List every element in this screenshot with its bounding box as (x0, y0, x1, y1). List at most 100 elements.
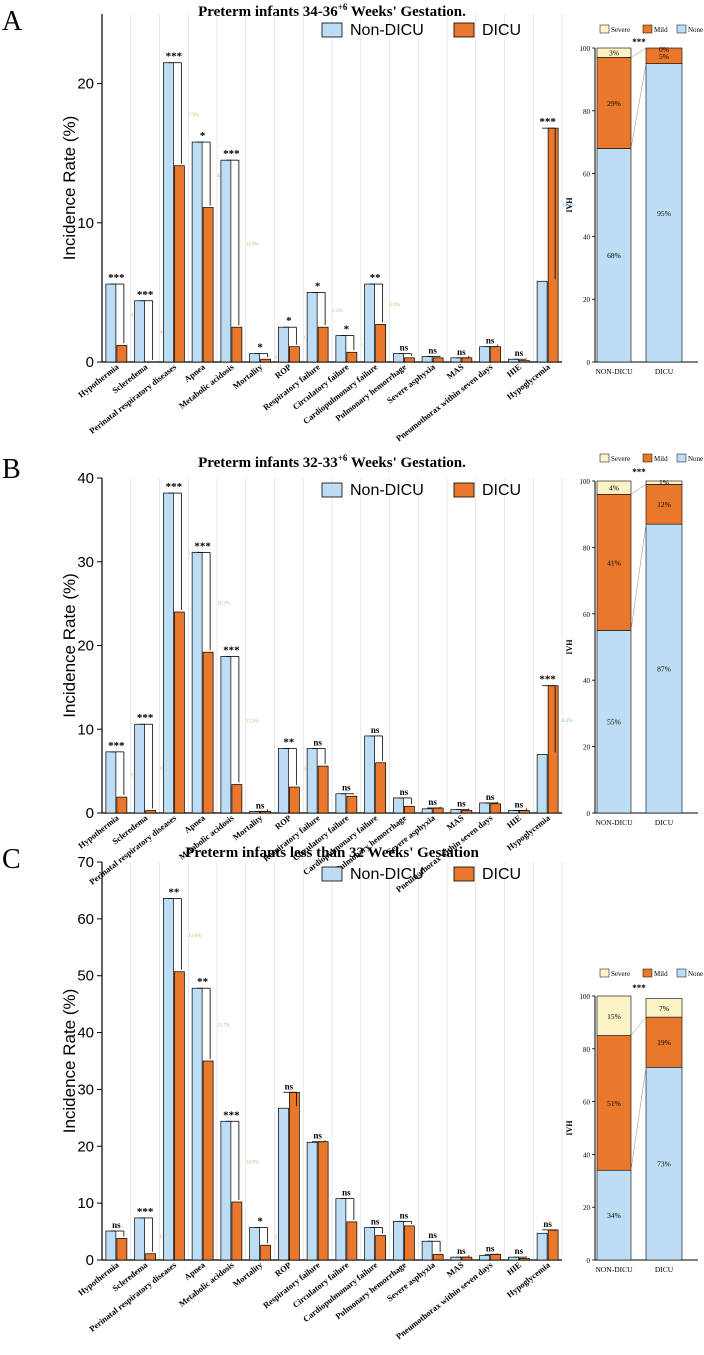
stacked-legend-swatch (599, 24, 610, 34)
stacked-x-tick-label: NON-DICU (595, 818, 633, 827)
stacked-connector (630, 484, 647, 495)
stacked-y-tick-label: 40 (583, 677, 591, 685)
bar-non-dicu (364, 735, 375, 814)
bar-dicu (202, 651, 214, 814)
stacked-y-axis-label: IVH (565, 197, 574, 213)
x-tick-label: HIE (505, 1259, 524, 1277)
stacked-legend-swatch (599, 968, 610, 978)
panel-letter: B (2, 454, 21, 485)
significance-label: *** (108, 272, 125, 284)
bar-non-dicu (220, 159, 232, 363)
x-tick-label: Metabolic acidosis (177, 361, 236, 410)
legend-label-non-dicu: Non-DICU (350, 22, 424, 39)
stacked-chart: Severe Mild None 0 20 40 60 80 100 IVH 34% 51% 15% NO… (565, 968, 703, 1274)
significance-label: *** (539, 674, 556, 686)
stacked-y-tick-label: 0 (587, 1257, 591, 1265)
bar-non-dicu (335, 1198, 347, 1261)
stacked-legend-label: None (688, 455, 703, 463)
significance-label: ns (256, 800, 265, 810)
bar-non-dicu (536, 1232, 548, 1261)
bar-dicu (346, 1221, 358, 1261)
stacked-legend-label: Severe (611, 970, 630, 978)
significance-label: * (257, 1216, 263, 1228)
bar-non-dicu (306, 292, 318, 363)
bar-non-dicu (191, 552, 203, 814)
bar-non-dicu (421, 808, 433, 814)
panel-B: B Preterm infants 32-33+6 Weeks' Gestatio… (2, 453, 703, 894)
significance-label: *** (166, 481, 183, 493)
x-tick-label: HIE (505, 812, 524, 830)
bar-dicu (289, 346, 300, 363)
significance-label: ** (283, 737, 295, 749)
bar-non-dicu (450, 1256, 462, 1261)
bar-non-dicu (479, 1255, 490, 1261)
bar-dicu (375, 324, 386, 363)
stacked-y-axis-label: IVH (565, 639, 574, 655)
significance-label: ns (313, 1131, 322, 1141)
bar-non-dicu (278, 748, 289, 814)
bar-non-dicu (134, 300, 145, 363)
stacked-connector (630, 524, 647, 631)
bar-dicu (231, 784, 243, 814)
chart-title-tail: Weeks' Gestation. (347, 455, 466, 471)
stacked-y-axis-label: IVH (565, 1120, 574, 1136)
x-tick-label: Mortality (231, 812, 265, 842)
stacked-legend-swatch (642, 453, 653, 463)
bar-non-dicu (450, 809, 462, 814)
stacked-segment-mild (645, 484, 683, 525)
x-tick-label: Mortality (231, 1259, 265, 1289)
significance-label: *** (108, 740, 125, 752)
significance-label: ns (428, 345, 437, 355)
bar-non-dicu (479, 802, 490, 814)
bar-non-dicu (105, 283, 117, 363)
stacked-segment-none (645, 1066, 683, 1261)
reduction-label: 7.3% (188, 113, 198, 118)
reduction-label: 11.9% (246, 243, 259, 248)
bar-non-dicu (450, 357, 462, 363)
stacked-segment-none (596, 148, 632, 363)
stacked-legend: Severe Mild None (599, 453, 703, 463)
bar-non-dicu (508, 358, 519, 363)
bar-non-dicu (220, 656, 232, 814)
significance-label: *** (223, 148, 240, 160)
significance-label: *** (137, 289, 154, 301)
reduction-label: 10.9% (562, 204, 575, 209)
bar-dicu (231, 1201, 243, 1261)
bar-dicu (317, 326, 329, 363)
y-tick-label: 50 (77, 968, 94, 985)
significance-label: ns (112, 1220, 121, 1230)
bar-dicu (547, 127, 559, 363)
reduction-label: 8.2% (562, 719, 572, 724)
chart-title: Preterm infants less than 32 Weeks' Gest… (185, 845, 479, 861)
stacked-y-tick-label: 40 (583, 233, 591, 241)
stacked-legend-label: None (688, 970, 703, 978)
panel-letter: C (2, 844, 21, 875)
stacked-label-none: 87% (657, 665, 671, 674)
y-tick-label: 20 (77, 638, 94, 655)
stacked-y-tick-label: 80 (583, 1046, 591, 1054)
legend: Non-DICU DICU (321, 482, 521, 499)
legend-swatch-non-dicu (321, 22, 343, 38)
bar-dicu (346, 351, 358, 363)
stacked-y-tick-label: 20 (583, 744, 591, 752)
bar-dicu (289, 1091, 300, 1261)
bar-dicu (519, 1257, 530, 1261)
y-axis-label: Incidence Rate (%) (60, 116, 79, 261)
stacked-segment-severe (645, 480, 683, 485)
legend-swatch-dicu (453, 22, 475, 38)
stacked-y-tick-label: 0 (587, 359, 591, 367)
stacked-legend: Severe Mild None (599, 968, 703, 978)
bar-dicu (461, 1256, 473, 1261)
bar-non-dicu (134, 1217, 145, 1261)
significance-label: ** (370, 272, 382, 284)
significance-label: ns (486, 1243, 495, 1253)
x-tick-label: MAS (445, 362, 466, 382)
stacked-label-none: 68% (607, 251, 621, 260)
stacked-legend-swatch (676, 968, 687, 978)
stacked-x-tick-label: DICU (655, 818, 674, 827)
significance-label: * (200, 130, 206, 142)
stacked-segment-none (645, 63, 683, 363)
bar-non-dicu (421, 356, 433, 363)
legend-swatch-dicu (453, 482, 475, 498)
x-tick-label: ROP (273, 813, 293, 832)
